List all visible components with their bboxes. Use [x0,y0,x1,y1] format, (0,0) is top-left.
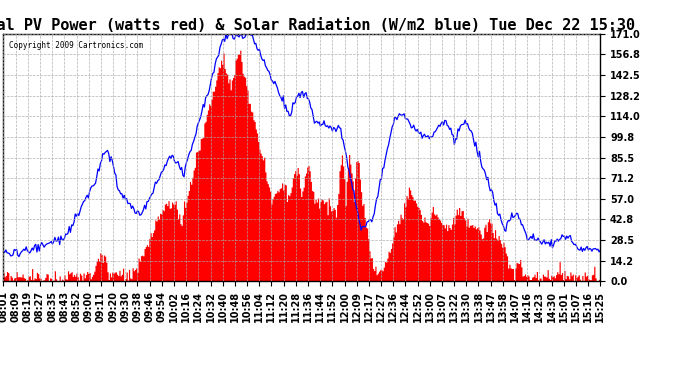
Title: Total PV Power (watts red) & Solar Radiation (W/m2 blue) Tue Dec 22 15:30: Total PV Power (watts red) & Solar Radia… [0,18,635,33]
Text: Copyright 2009 Cartronics.com: Copyright 2009 Cartronics.com [10,41,144,50]
